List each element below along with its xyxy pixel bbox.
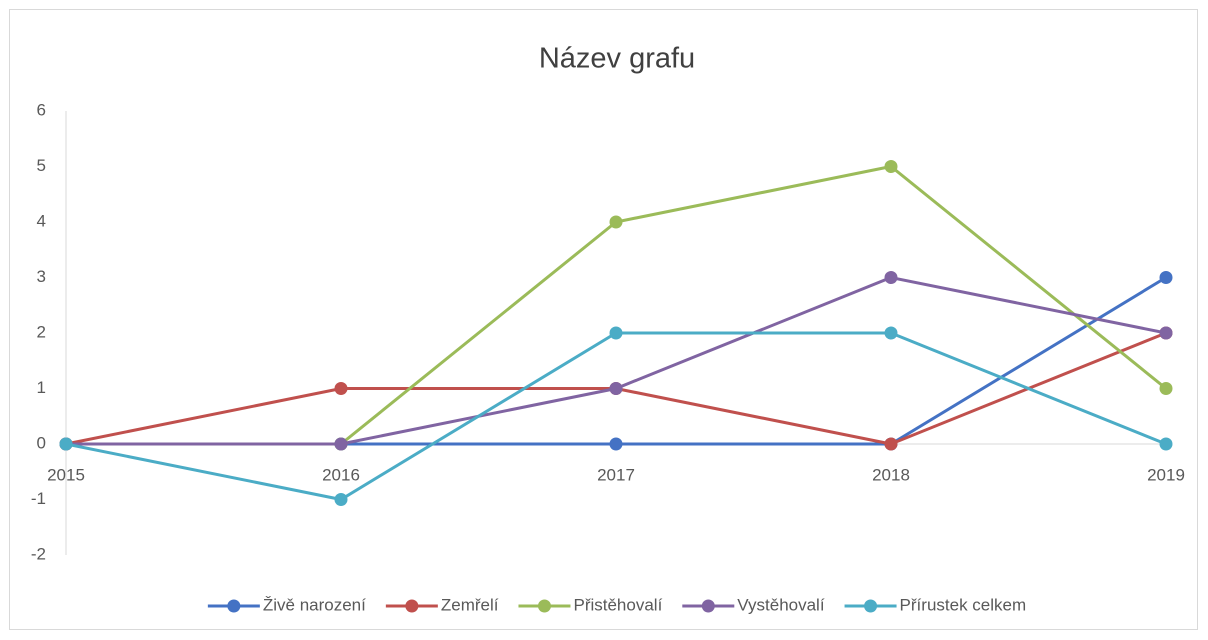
y-tick-label: 1 <box>37 378 46 397</box>
data-point <box>884 437 898 451</box>
data-point <box>609 382 623 395</box>
y-tick-label: -1 <box>31 489 46 508</box>
y-tick-label: 2 <box>37 322 46 341</box>
legend-label: Přírustek celkem <box>900 595 1027 614</box>
legend-marker <box>537 599 551 613</box>
data-point <box>334 382 348 395</box>
data-point <box>1159 437 1173 451</box>
y-tick-label: 3 <box>37 267 46 286</box>
y-tick-label: 6 <box>37 100 46 119</box>
x-tick-label: 2015 <box>47 465 85 484</box>
x-tick-label: 2019 <box>1147 465 1185 484</box>
data-point <box>1159 271 1173 284</box>
legend-marker <box>864 599 878 613</box>
y-tick-label: 0 <box>37 433 46 452</box>
legend-label: Zemřelí <box>441 595 499 614</box>
data-point <box>884 271 898 284</box>
legend-marker <box>227 599 241 613</box>
chart-border <box>9 9 1198 630</box>
data-point <box>1159 382 1173 395</box>
data-point <box>334 493 348 506</box>
data-point <box>884 160 898 173</box>
legend-item: Přistěhovalí <box>518 595 663 614</box>
legend-item: Zemřelí <box>385 595 499 614</box>
data-point <box>884 326 898 340</box>
y-tick-label: 4 <box>37 211 46 230</box>
data-point <box>1159 326 1173 340</box>
legend-item: Vystěhovalí <box>682 595 825 614</box>
y-tick-label: -2 <box>31 544 46 563</box>
data-point <box>334 437 348 451</box>
legend-marker <box>701 599 715 613</box>
legend-marker <box>405 599 419 613</box>
y-tick-label: 5 <box>37 156 46 175</box>
legend: Živě narození Zemřelí Přistěhovalí Vystěhov… <box>207 595 1027 614</box>
legend-item: Živě narození <box>207 595 366 614</box>
data-point <box>59 437 73 451</box>
legend-item: Přírustek celkem <box>844 595 1027 614</box>
legend-label: Přistěhovalí <box>573 595 662 614</box>
data-point <box>609 437 623 451</box>
x-tick-label: 2016 <box>322 465 360 484</box>
legend-label: Živě narození <box>263 595 366 614</box>
x-tick-label: 2018 <box>872 465 910 484</box>
x-tick-label: 2017 <box>597 465 635 484</box>
data-point <box>609 215 623 229</box>
legend-label: Vystěhovalí <box>737 595 825 614</box>
chart-title: Název grafu <box>539 43 695 75</box>
data-point <box>609 326 623 340</box>
